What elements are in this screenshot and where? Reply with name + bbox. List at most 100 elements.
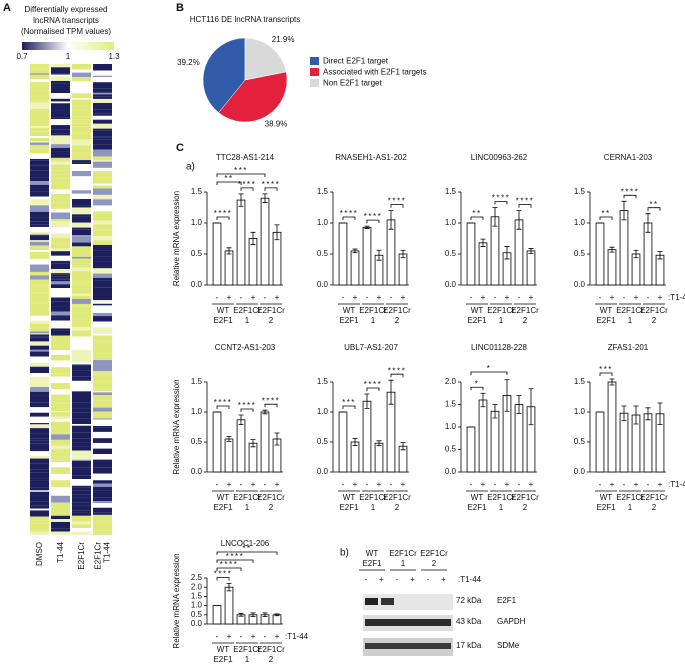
group-label: E2F1Cr — [383, 493, 411, 502]
heatmap-row — [93, 185, 112, 189]
bar — [350, 441, 360, 473]
heatmap-row — [93, 453, 112, 460]
heatmap-row — [30, 102, 49, 110]
protein-label: GAPDH — [497, 617, 526, 626]
bar — [631, 253, 641, 286]
heatmap-row — [93, 327, 112, 334]
bar — [260, 411, 270, 473]
heatmap-row — [93, 312, 112, 317]
group-label: E2F1 — [339, 503, 359, 512]
heatmap-row — [93, 77, 112, 83]
heatmap-row — [51, 350, 70, 352]
significance-bracket — [216, 173, 266, 177]
heatmap-row — [30, 184, 49, 189]
bar — [272, 614, 282, 625]
heatmap-row — [51, 73, 70, 75]
chart-title: HCT116 DE lncRNA transcripts — [190, 15, 301, 24]
error-bar — [504, 246, 510, 260]
heatmap-row — [51, 351, 70, 355]
heatmap-row — [30, 293, 49, 297]
heatmap-row — [72, 459, 91, 461]
significance-label: **** — [220, 560, 238, 569]
heatmap-row — [72, 160, 91, 163]
group-label: 2 — [269, 316, 274, 325]
significance-label: *** — [342, 398, 356, 407]
heatmap-row — [93, 273, 112, 278]
heatmap-row — [93, 103, 112, 110]
significance-label: **** — [262, 396, 280, 405]
heatmap-row — [93, 438, 112, 443]
heatmap-row — [93, 442, 112, 449]
legend-label: Non E2F1 target — [323, 79, 382, 88]
heatmap-row — [30, 79, 49, 83]
heatmap-row — [51, 278, 70, 280]
heatmap-row — [30, 137, 49, 142]
group-label: E2F1Cr — [257, 306, 285, 315]
error-bar — [388, 210, 394, 230]
heatmap-row — [93, 333, 112, 336]
heatmap-row — [51, 531, 70, 535]
x-tick-label: + — [658, 293, 663, 302]
heatmap-row — [72, 336, 91, 343]
heatmap-row — [72, 133, 91, 135]
heatmap-row — [51, 98, 70, 102]
heatmap-row — [30, 490, 49, 492]
heatmap-row — [30, 196, 49, 200]
group-label: WT — [600, 493, 613, 502]
group-label: 1 — [245, 316, 250, 325]
heatmap-row — [93, 388, 112, 392]
group-label: 2 — [523, 503, 528, 512]
heatmap-row — [51, 174, 70, 179]
x-tick-label: - — [494, 480, 497, 489]
significance-bracket — [240, 408, 254, 412]
group-label: 1 — [371, 316, 376, 325]
heatmap-row — [30, 273, 49, 276]
heatmap-row — [72, 293, 91, 296]
heatmap-row — [30, 170, 49, 178]
group-label: WT — [471, 306, 484, 315]
heatmap-row — [30, 226, 49, 233]
bar — [212, 411, 222, 473]
y-tick-label: 0.5 — [445, 249, 457, 258]
bar — [236, 199, 246, 286]
y-tick-label: 2.0 — [445, 377, 457, 386]
significance-label: *** — [234, 166, 248, 175]
heatmap-row — [30, 250, 49, 252]
x-tick-label: + — [275, 480, 280, 489]
bar — [607, 381, 617, 473]
heatmap-row — [30, 315, 49, 317]
heatmap-row — [51, 421, 70, 427]
heatmap-row — [51, 399, 70, 403]
heatmap-row — [93, 356, 112, 361]
heatmap-row — [30, 416, 49, 424]
heatmap-row — [30, 483, 49, 488]
group-label: 1 — [499, 503, 504, 512]
significance-label: * — [487, 364, 492, 373]
heatmap-row — [72, 364, 91, 366]
heatmap-row — [30, 95, 49, 101]
heatmap-row — [30, 292, 49, 294]
heatmap-row — [51, 456, 70, 460]
group-label: E2F1Cr — [487, 493, 515, 502]
bar — [607, 249, 617, 286]
heatmap-row — [93, 507, 112, 513]
heatmap-row — [72, 521, 91, 525]
group-label: WT — [600, 306, 613, 315]
heatmap-row — [30, 160, 49, 165]
heatmap-row — [93, 300, 112, 302]
heatmap-row — [51, 157, 70, 161]
heatmap-row — [30, 90, 49, 96]
heatmap-row — [30, 463, 49, 470]
heatmap-row — [93, 400, 112, 408]
heatmap-row — [72, 327, 91, 331]
significance-label: ** — [601, 209, 610, 218]
blot-treatment: + — [410, 575, 415, 584]
heatmap-row — [51, 198, 70, 203]
heatmap-row — [93, 480, 112, 484]
heatmap-row — [51, 273, 70, 275]
pie-slice — [218, 71, 288, 123]
heatmap-row — [72, 110, 91, 114]
heatmap-row — [51, 219, 70, 222]
heatmap-row — [72, 352, 91, 358]
heatmap-row — [72, 229, 91, 235]
